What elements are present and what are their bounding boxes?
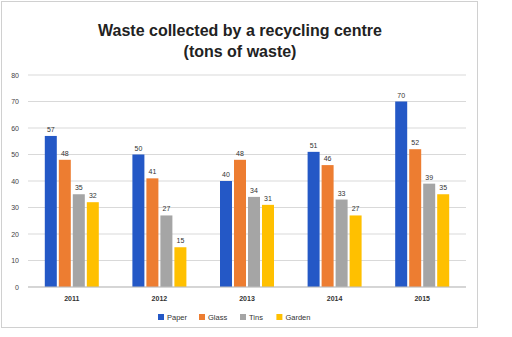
data-label: 41 xyxy=(149,168,157,175)
y-tick-label: 50 xyxy=(11,151,19,158)
data-label: 33 xyxy=(338,190,346,197)
legend-swatch xyxy=(158,314,164,320)
legend-label: Tins xyxy=(249,313,263,322)
bar xyxy=(350,215,362,287)
title: Waste collected by a recycling centre xyxy=(98,22,382,39)
bar xyxy=(395,102,407,288)
data-labels: 57 48 35 32 50 41 27 15 40 48 34 31 51 46 33 27 70 52 39 35 xyxy=(47,92,447,245)
data-label: 27 xyxy=(352,205,360,212)
bar xyxy=(73,194,85,287)
y-tick-label: 70 xyxy=(11,98,19,105)
bar xyxy=(146,178,158,287)
data-label: 15 xyxy=(177,237,185,244)
bar xyxy=(45,136,57,287)
data-label: 27 xyxy=(163,205,171,212)
data-label: 46 xyxy=(324,155,332,162)
bar xyxy=(132,155,144,288)
data-label: 48 xyxy=(236,150,244,157)
data-label: 34 xyxy=(250,187,258,194)
data-label: 50 xyxy=(135,145,143,152)
legend: Paper Glass Tins Garden xyxy=(158,313,310,322)
data-label: 39 xyxy=(425,174,433,181)
legend-label: Garden xyxy=(285,313,310,322)
bar xyxy=(308,152,320,287)
chart-frame xyxy=(2,2,478,328)
bar xyxy=(262,205,274,287)
grid-line xyxy=(28,287,466,288)
y-tick-label: 30 xyxy=(11,204,19,211)
y-tick-label: 80 xyxy=(11,72,19,79)
bar xyxy=(409,149,421,287)
bar xyxy=(336,200,348,287)
bar xyxy=(87,202,99,287)
x-axis xyxy=(28,287,466,288)
chart: Waste collected by a recycling centre (to… xyxy=(0,0,512,337)
legend-label: Paper xyxy=(167,313,188,322)
data-label: 51 xyxy=(310,142,318,149)
bar xyxy=(437,194,449,287)
data-label: 57 xyxy=(47,126,55,133)
bar xyxy=(59,160,71,287)
data-label: 48 xyxy=(61,150,69,157)
y-tick-label: 10 xyxy=(11,257,19,264)
x-tick-label: 2013 xyxy=(239,295,255,302)
x-tick-label: 2011 xyxy=(64,295,79,302)
bar xyxy=(220,181,232,287)
legend-swatch xyxy=(276,314,282,320)
x-tick-label: 2014 xyxy=(327,295,343,302)
bar xyxy=(322,165,334,287)
legend-swatch xyxy=(240,314,246,320)
bar xyxy=(234,160,246,287)
y-tick-label: 0 xyxy=(15,284,19,291)
data-label: 32 xyxy=(89,192,97,199)
legend-swatch xyxy=(199,314,205,320)
bars xyxy=(45,102,449,288)
x-tick-label: 2012 xyxy=(152,295,168,302)
y-tick-label: 40 xyxy=(11,178,19,185)
bar xyxy=(160,215,172,287)
data-label: 35 xyxy=(75,184,83,191)
data-label: 31 xyxy=(264,195,272,202)
y-tick-label: 20 xyxy=(11,231,19,238)
page: {"chart_data": {"type": "bar", "title": … xyxy=(0,0,512,337)
bar xyxy=(423,184,435,287)
subtitle: (tons of waste) xyxy=(184,43,297,60)
grid-line xyxy=(28,75,466,76)
data-label: 70 xyxy=(397,92,405,99)
y-tick-label: 60 xyxy=(11,125,19,132)
bar xyxy=(248,197,260,287)
data-label: 35 xyxy=(439,184,447,191)
data-label: 52 xyxy=(411,139,419,146)
x-tick-label: 2015 xyxy=(414,295,430,302)
bar xyxy=(174,247,186,287)
legend-label: Glass xyxy=(208,313,227,322)
background xyxy=(0,0,512,337)
data-label: 40 xyxy=(222,171,230,178)
